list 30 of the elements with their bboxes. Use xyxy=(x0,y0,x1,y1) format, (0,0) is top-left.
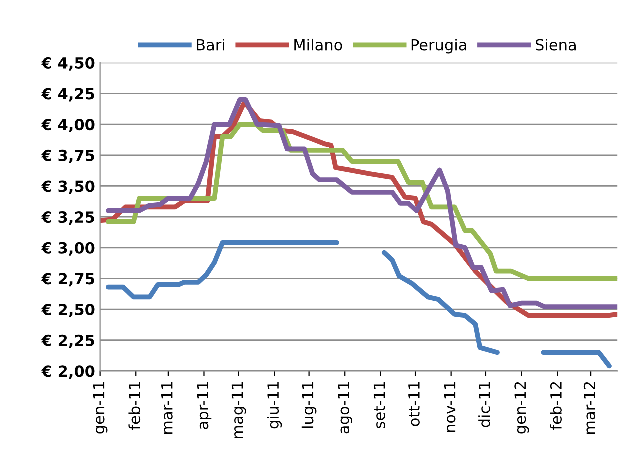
x-tick-label: mag-11 xyxy=(232,382,246,438)
y-tick-label: € 3,50 xyxy=(42,180,95,194)
x-tick-label: ago-11 xyxy=(338,382,352,434)
y-tick-label: € 4,50 xyxy=(42,57,95,71)
y-tick-label: € 2,00 xyxy=(42,366,95,380)
x-tick-label: apr-11 xyxy=(197,382,212,430)
y-tick-label: € 4,25 xyxy=(42,88,94,102)
x-tick-label: giu-11 xyxy=(267,382,282,429)
legend-label: Bari xyxy=(197,38,224,51)
x-tick-label: feb-11 xyxy=(128,382,141,430)
y-tick-label: € 3,25 xyxy=(42,212,94,226)
y-tick-label: € 4,00 xyxy=(42,119,95,133)
legend-label: Siena xyxy=(536,38,576,51)
x-tick-label: set-11 xyxy=(374,382,386,428)
y-tick-label: € 2,50 xyxy=(42,304,95,318)
x-tick-label: nov-11 xyxy=(444,382,456,432)
y-tick-label: € 3,75 xyxy=(42,150,94,164)
x-tick-label: ott-11 xyxy=(408,382,420,426)
y-tick-label: € 2,75 xyxy=(42,273,94,287)
x-tick-label: gen-12 xyxy=(514,382,530,434)
y-tick-label: € 3,00 xyxy=(42,242,95,256)
x-tick-label: dic-11 xyxy=(478,382,490,428)
x-tick-label: mar-11 xyxy=(162,382,173,434)
x-tick-label: mar-12 xyxy=(584,382,596,434)
x-tick-label: feb-12 xyxy=(550,382,562,430)
legend-label: Perugia xyxy=(412,38,466,54)
x-tick-label: lug-11 xyxy=(302,382,317,428)
x-tick-label: gen-11 xyxy=(93,382,108,434)
legend-label: Milano xyxy=(294,38,342,51)
y-tick-label: € 2,25 xyxy=(42,334,94,348)
